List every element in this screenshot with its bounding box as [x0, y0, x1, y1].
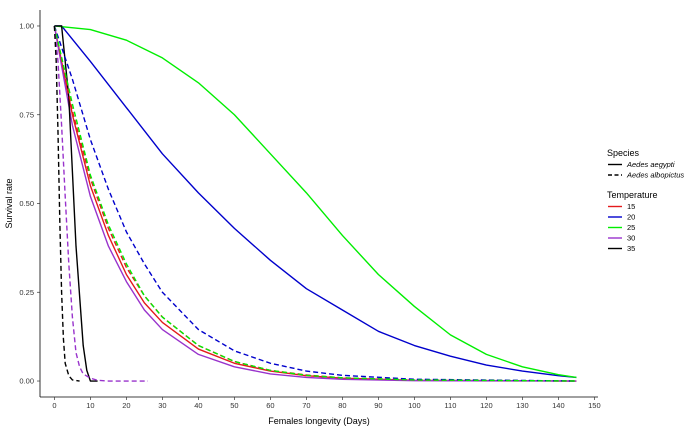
- plot-area: [53, 25, 577, 382]
- legend-label: 30: [627, 234, 635, 243]
- x-tick-label: 40: [194, 401, 202, 410]
- series-line-albopictus-20: [53, 25, 577, 382]
- x-tick-label: 30: [158, 401, 166, 410]
- x-tick-label: 70: [302, 401, 310, 410]
- x-tick-label: 140: [552, 401, 565, 410]
- axes: 0 10 20 30 40 50 60 70 80 90 100 110 120 130 140 150 0.0…: [19, 10, 601, 410]
- legend-title: Temperature: [607, 190, 658, 200]
- y-tick-label: 1.00: [19, 22, 34, 31]
- series-line-aegypti-20: [54, 25, 577, 379]
- legend-label: 15: [627, 202, 635, 211]
- x-tick-label: 50: [230, 401, 238, 410]
- series-line-albopictus-30: [53, 25, 148, 382]
- x-tick-label: 110: [444, 401, 456, 410]
- series-line-aegypti-15: [53, 25, 577, 382]
- y-tick-label: 0.50: [19, 199, 34, 208]
- legend-label: Aedes albopictus: [626, 171, 684, 180]
- x-tick-label: 80: [338, 401, 346, 410]
- y-tick-label: 0.00: [19, 377, 34, 386]
- series-line-aegypti-25: [54, 25, 577, 379]
- x-tick-label: 0: [52, 401, 56, 410]
- y-tick-label: 0.75: [19, 110, 34, 119]
- series-line-aegypti-35: [54, 25, 98, 382]
- series-line-albopictus-35: [53, 25, 80, 382]
- x-tick-label: 20: [122, 401, 130, 410]
- x-tick-label: 10: [86, 401, 94, 410]
- x-tick-label: 90: [374, 401, 382, 410]
- x-tick-label: 120: [480, 401, 493, 410]
- legend: Species Aedes aegypti Aedes albopictus Temp…: [607, 148, 684, 253]
- x-tick-label: 150: [588, 401, 601, 410]
- legend-label: 35: [627, 244, 635, 253]
- x-tick-label: 60: [266, 401, 274, 410]
- y-tick-label: 0.25: [19, 288, 34, 297]
- legend-label: Aedes aegypti: [626, 160, 675, 169]
- legend-label: 25: [627, 223, 635, 232]
- x-axis-title: Females longevity (Days): [268, 416, 370, 426]
- legend-label: 20: [627, 213, 635, 222]
- x-tick-label: 100: [408, 401, 421, 410]
- series-line-aegypti-30: [53, 25, 577, 382]
- y-axis-title: Survival rate: [4, 178, 14, 228]
- legend-title: Species: [607, 148, 640, 158]
- series-line-albopictus-25: [53, 25, 577, 382]
- x-tick-label: 130: [516, 401, 529, 410]
